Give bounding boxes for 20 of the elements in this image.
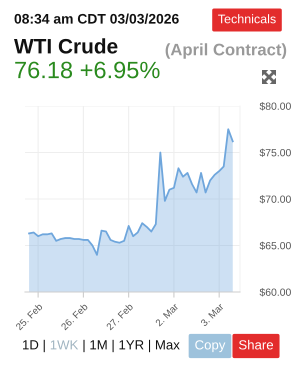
y-tick-label: $80.00	[260, 102, 291, 110]
x-tick-label: 3. Mar	[200, 302, 224, 327]
text: 08:34 am CDT 03/03/2026	[14, 14, 179, 24]
text: | 1M | 1YR | Max	[83, 340, 180, 352]
y-tick-label: $70.00	[260, 195, 291, 204]
x-tick-label: 26. Feb	[60, 302, 88, 330]
y-tick-label: $75.00	[260, 148, 291, 157]
x-tick-label: 25. Feb	[15, 302, 43, 330]
text: Share	[238, 340, 274, 350]
text: (April Contract)	[166, 43, 286, 59]
text: 1D |	[23, 340, 45, 352]
chart-title: WTI Crude	[14, 38, 118, 54]
text: Technicals	[218, 14, 276, 24]
x-tick-label: 2. Mar	[154, 302, 179, 327]
y-tick-label: $60.00	[260, 288, 291, 296]
chart-subtitle: 76.18 +6.95%	[15, 62, 160, 78]
x-tick-label: 27. Feb	[106, 302, 134, 330]
text: 1WK	[50, 340, 78, 350]
text: Copy	[195, 340, 226, 352]
y-tick-label: $65.00	[260, 242, 291, 250]
